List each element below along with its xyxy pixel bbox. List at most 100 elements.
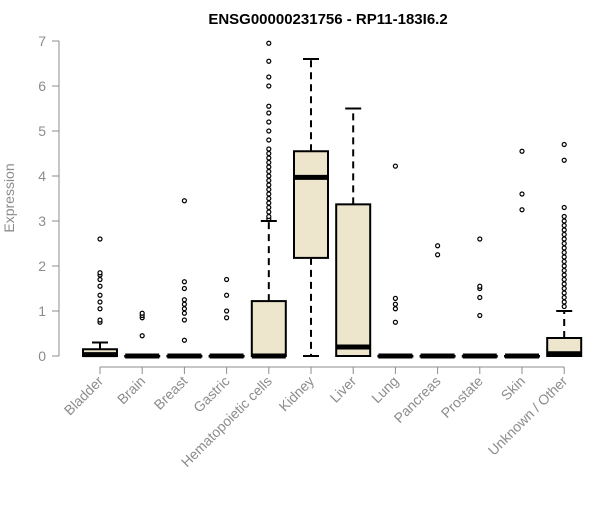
box-group [504,148,540,359]
box [293,150,329,259]
outlier-point [561,227,567,233]
outlier-point [266,209,272,215]
box-group [293,58,329,357]
y-tick-label: 6 [38,78,46,94]
outlier-point [97,276,103,283]
outlier-point [97,283,103,289]
y-tick-label: 4 [38,168,46,184]
outlier-point [561,213,567,220]
box-group [461,236,498,359]
box-group [208,276,245,359]
outlier-point [266,110,272,116]
outlier-point [181,285,187,292]
outlier-point [561,245,567,251]
outlier-point [266,213,272,220]
outlier-point [561,157,567,163]
outlier-point [519,191,525,197]
outlier-point [561,272,567,278]
outlier-point [181,279,187,285]
outlier-point [561,249,567,256]
box-group [419,243,456,359]
outlier-point [266,150,272,157]
box [250,300,287,358]
outlier-point [561,258,567,265]
outlier-point [561,231,567,238]
plot-area [82,40,583,359]
outlier-point [266,137,272,143]
outlier-point [97,299,103,305]
outlier-point [266,182,272,188]
outlier-point [266,146,272,152]
outlier-point [477,312,483,319]
outlier-point [181,297,187,303]
outlier-point [519,207,525,213]
outlier-point [97,306,103,312]
x-tick-label: Pancreas [391,373,444,426]
outlier-point [392,319,398,325]
outlier-point [266,177,272,184]
outlier-point [561,218,567,224]
box-group [82,236,118,358]
box-group [124,310,161,359]
outlier-point [266,173,272,179]
y-tick-label: 5 [38,123,46,139]
outlier-point [266,40,272,46]
x-tick-label: Unknown / Other [485,373,571,459]
outlier-point [392,301,398,307]
outlier-point [477,294,483,301]
outlier-point [266,186,272,193]
outlier-point [181,306,187,312]
outlier-point [97,236,103,242]
outlier-point [435,243,441,249]
outlier-point [561,204,567,211]
outlier-point [561,290,567,296]
outlier-point [266,119,272,125]
outlier-point [139,310,145,316]
outlier-point [392,306,398,312]
x-tick-label: Kidney [276,373,318,415]
outlier-point [181,301,187,307]
x-tick-label: Skin [498,373,529,404]
outlier-point [561,285,567,292]
outlier-point [266,168,272,175]
outlier-point [519,148,525,154]
outlier-point [224,276,230,283]
outlier-point [477,283,483,289]
outlier-point [561,299,567,305]
outlier-point [561,303,567,310]
box [335,203,372,357]
outlier-point [266,159,272,166]
box-group [166,198,203,359]
outlier-point [97,270,103,276]
outlier-point [266,200,272,206]
outlier-point [561,263,567,269]
outlier-point [561,281,567,287]
y-tick-label: 2 [38,258,46,274]
x-tick-label: Liver [327,373,360,406]
outlier-point [181,317,187,323]
x-tick-label: Breast [151,373,191,413]
x-tick-label: Lung [368,373,401,406]
outlier-point [561,254,567,260]
y-axis: 0 1 2 3 4 5 6 7 [38,33,60,364]
outlier-point [266,155,272,161]
outlier-point [561,294,567,301]
outlier-point [477,236,483,242]
outlier-point [435,252,441,258]
outlier-point [561,141,567,148]
outlier-point [266,128,272,134]
box-group [377,163,414,359]
outlier-point [392,163,398,169]
y-tick-label: 7 [38,33,46,49]
y-tick-label: 3 [38,213,46,229]
box-group [250,40,287,359]
y-tick-label: 0 [38,348,46,364]
outlier-point [561,276,567,283]
outlier-point [224,308,230,314]
outlier-point [266,195,272,202]
outlier-point [181,337,187,343]
outlier-point [266,103,272,109]
outlier-point [181,310,187,316]
